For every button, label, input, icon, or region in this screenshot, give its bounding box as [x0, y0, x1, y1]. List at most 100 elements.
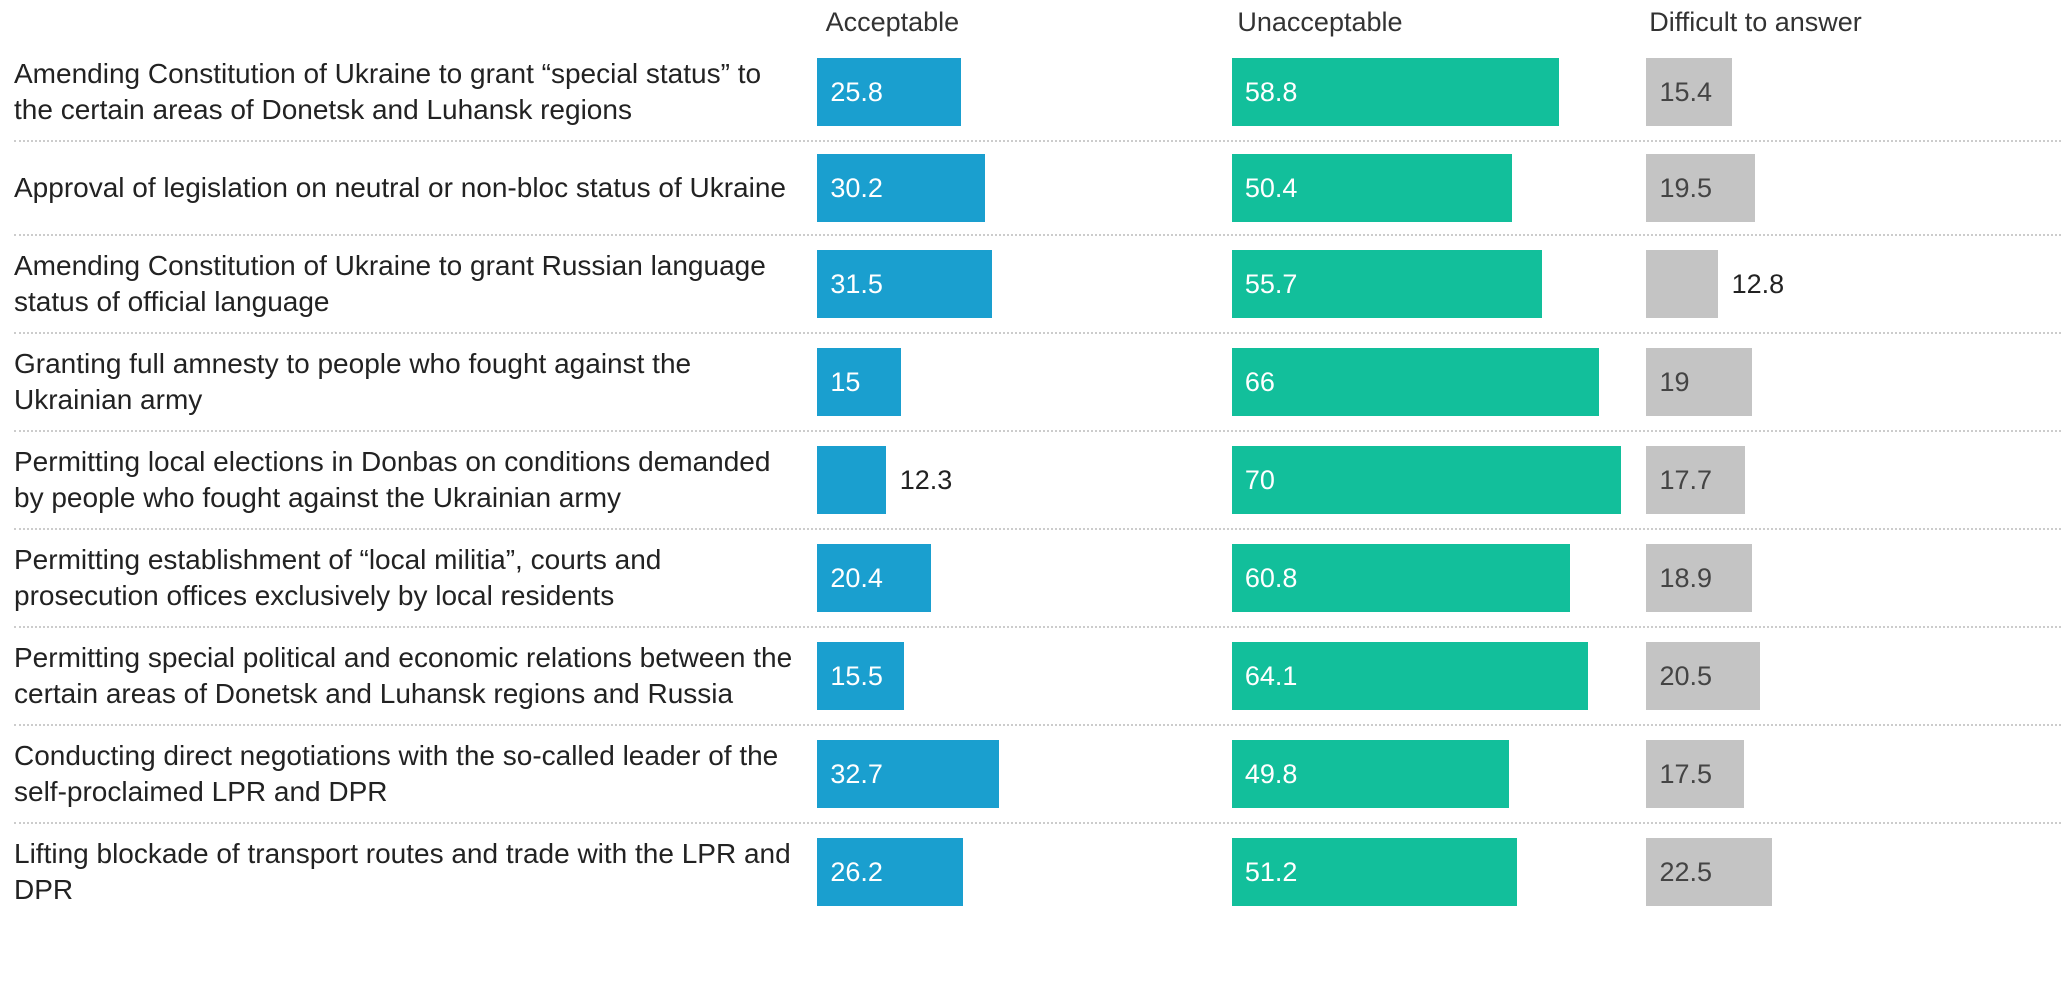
row: Permitting establishment of “local milit… [14, 530, 2061, 628]
value-label: 25.8 [830, 77, 883, 107]
bar-cell: 20.5 [1646, 642, 2061, 710]
value-label: 19 [1659, 367, 1690, 397]
category-label: Permitting special political and economi… [14, 642, 793, 709]
value-label: 51.2 [1244, 857, 1298, 887]
value-label: 58.8 [1244, 77, 1298, 107]
bar-cell: 15 [817, 348, 1232, 416]
category-label: Permitting establishment of “local milit… [14, 544, 662, 611]
bar [1231, 58, 1559, 126]
category-label: Lifting blockade of transport routes and… [14, 838, 791, 905]
value-label: 17.7 [1659, 465, 1713, 495]
value-label: 12.3 [899, 465, 953, 495]
bar-cell: 12.3 [817, 446, 1232, 514]
row: Conducting direct negotiations with the … [14, 726, 2061, 824]
bar [817, 348, 901, 416]
bar-cell: 66 [1231, 348, 1647, 416]
bar-cell: 31.5 [817, 250, 1232, 318]
value-label: 17.5 [1659, 759, 1713, 789]
bar [1231, 838, 1517, 906]
bar [1646, 642, 1761, 710]
value-label: 18.9 [1659, 563, 1713, 593]
row: Amending Constitution of Ukraine to gran… [14, 236, 2061, 334]
bar-cell: 64.1 [1231, 642, 1647, 710]
value-label: 15.5 [830, 661, 883, 691]
value-label: 64.1 [1244, 661, 1298, 691]
value-label: 15 [830, 367, 861, 397]
value-label: 66 [1244, 367, 1275, 397]
bar [1231, 348, 1599, 416]
bar [1231, 446, 1622, 514]
legend-label: Acceptable [825, 6, 960, 37]
value-label: 50.4 [1244, 173, 1298, 203]
bar-cell: 12.8 [1646, 250, 2061, 318]
category-label: Approval of legislation on neutral or no… [14, 172, 786, 203]
bar [817, 642, 904, 710]
value-label: 70 [1244, 465, 1275, 495]
bar-cell: 20.4 [817, 544, 1232, 612]
rows: Amending Constitution of Ukraine to gran… [0, 44, 2061, 920]
bar-cell: 58.8 [1231, 58, 1647, 126]
bar-cell: 55.7 [1231, 250, 1647, 318]
bar [1646, 544, 1752, 612]
bar [817, 58, 961, 126]
bar-cell: 19.5 [1646, 154, 2061, 222]
row: Approval of legislation on neutral or no… [14, 142, 2061, 236]
bar-cell: 25.8 [817, 58, 1232, 126]
bar [817, 154, 986, 222]
bar [1646, 250, 1718, 318]
bar [1231, 642, 1589, 710]
row: Permitting local elections in Donbas on … [14, 432, 2061, 530]
category-label: Granting full amnesty to people who foug… [14, 348, 692, 415]
header: Acceptable Unacceptable Difficult to answe… [0, 0, 2061, 44]
bar [1646, 154, 1755, 222]
bar-cell: 49.8 [1231, 740, 1647, 808]
bar-cell: 70 [1231, 446, 1647, 514]
row: Permitting special political and economi… [14, 628, 2061, 726]
category-label: Amending Constitution of Ukraine to gran… [14, 250, 766, 317]
legend-label: Unacceptable [1237, 6, 1403, 37]
bar-cell: 15.4 [1646, 58, 2061, 126]
bar-cell: 30.2 [817, 154, 1232, 222]
value-label: 12.8 [1731, 269, 1785, 299]
bar [817, 544, 931, 612]
value-label: 26.2 [830, 857, 883, 887]
bar [1646, 58, 1733, 126]
bar-cell: 26.2 [817, 838, 1232, 906]
bar-cell: 32.7 [817, 740, 1232, 808]
bar [817, 446, 886, 514]
legend-label: Difficult to answer [1649, 6, 1862, 37]
bar-cell: 17.7 [1646, 446, 2061, 514]
bar [1231, 544, 1570, 612]
value-label: 55.7 [1244, 269, 1298, 299]
bar-cell: 19 [1646, 348, 2061, 416]
value-label: 22.5 [1659, 857, 1713, 887]
bar-cell: 18.9 [1646, 544, 2061, 612]
row: Granting full amnesty to people who foug… [14, 334, 2061, 432]
bar [1231, 154, 1513, 222]
row: Lifting blockade of transport routes and… [14, 824, 2061, 920]
bar-cell: 60.8 [1231, 544, 1647, 612]
bar [1646, 348, 1753, 416]
bar [1231, 250, 1542, 318]
bar [1646, 446, 1745, 514]
value-label: 31.5 [830, 269, 883, 299]
row: Amending Constitution of Ukraine to gran… [14, 44, 2061, 142]
bar-cell: 15.5 [817, 642, 1232, 710]
category-label: Permitting local elections in Donbas on … [14, 446, 771, 513]
bar [1646, 838, 1772, 906]
bar-cell: 51.2 [1231, 838, 1647, 906]
bar [817, 740, 1000, 808]
bar [817, 838, 963, 906]
value-label: 32.7 [830, 759, 883, 789]
value-label: 15.4 [1659, 77, 1713, 107]
bar [817, 250, 993, 318]
bar [1231, 740, 1509, 808]
value-label: 20.5 [1659, 661, 1713, 691]
bar-cell: 50.4 [1231, 154, 1647, 222]
value-label: 30.2 [830, 173, 883, 203]
bar [1646, 740, 1744, 808]
value-label: 49.8 [1244, 759, 1298, 789]
value-label: 60.8 [1244, 563, 1298, 593]
value-label: 20.4 [830, 563, 883, 593]
